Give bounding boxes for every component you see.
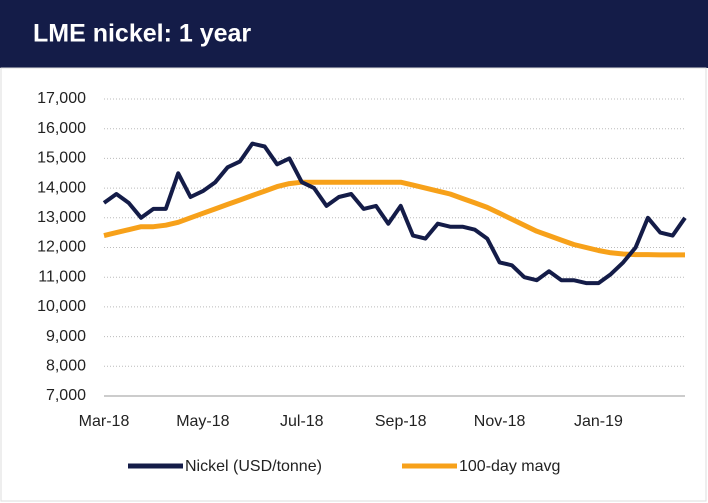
y-tick-label: 17,000: [37, 90, 86, 107]
x-tick-label: Sep-18: [375, 413, 427, 430]
x-tick-label: Mar-18: [79, 413, 130, 430]
header-bar: [0, 0, 708, 68]
frame: [0, 67, 707, 502]
x-tick-label: May-18: [176, 413, 229, 430]
series-line: [102, 141, 687, 286]
x-tick-label: Nov-18: [474, 413, 526, 430]
y-tick-label: 12,000: [37, 239, 86, 256]
y-tick-label: 13,000: [37, 209, 86, 226]
y-tick-label: 8,000: [46, 358, 86, 375]
x-tick-label: Jul-18: [280, 413, 324, 430]
series-line: [103, 179, 685, 258]
y-tick-label: 16,000: [37, 120, 86, 137]
y-tick-label: 10,000: [37, 298, 86, 315]
y-tick-label: 7,000: [46, 387, 86, 404]
y-tick-label: 14,000: [37, 179, 86, 196]
x-tick-label: Jan-19: [574, 413, 623, 430]
legend-label: Nickel (USD/tonne): [185, 458, 322, 475]
legend-label: 100-day mavg: [459, 458, 560, 475]
y-tick-label: 9,000: [46, 328, 86, 345]
y-tick-label: 11,000: [38, 268, 86, 285]
y-tick-label: 15,000: [37, 150, 86, 167]
chart-title: LME nickel: 1 year: [33, 20, 251, 48]
